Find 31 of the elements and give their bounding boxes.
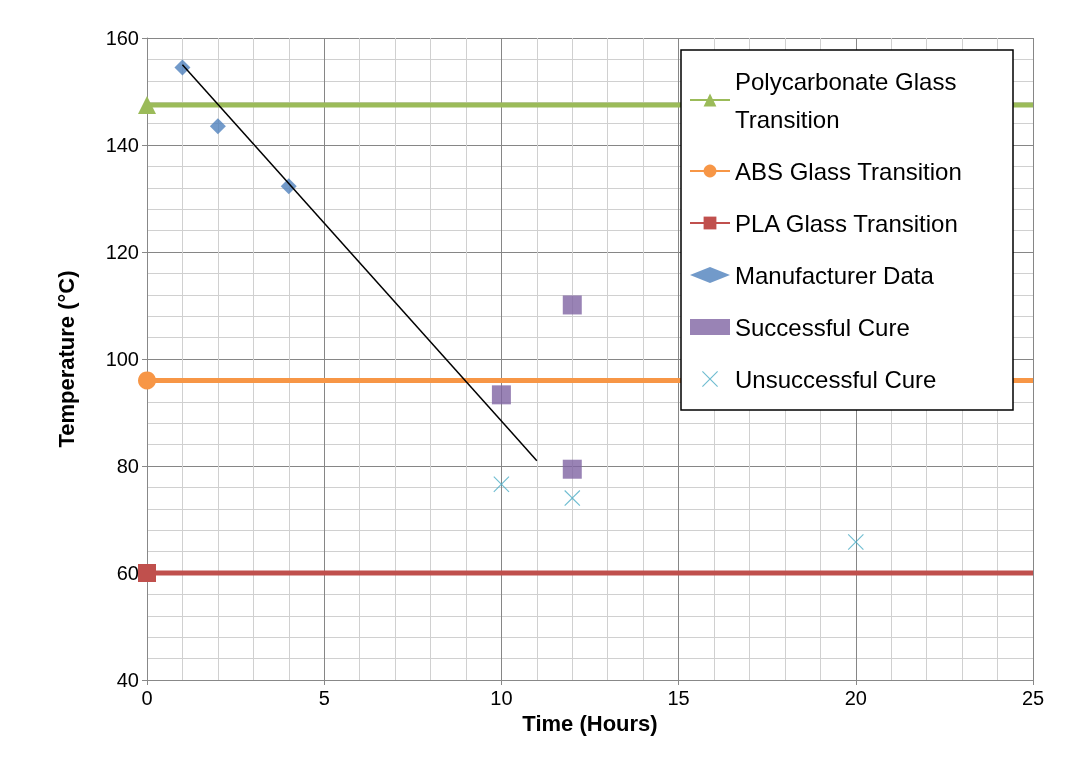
y-tick-label: 120: [105, 241, 139, 263]
point: [209, 118, 226, 135]
legend-label: Polycarbonate Glass Transition: [735, 67, 964, 133]
x-tick-label: 10: [490, 687, 513, 709]
y-tick-label: 100: [105, 348, 139, 370]
legend-label: ABS Glass Transition: [735, 157, 962, 185]
point: [174, 59, 191, 76]
legend-label: Manufacturer Data: [735, 261, 935, 289]
y-tick-label: 160: [105, 27, 139, 49]
legend-label: Unsuccessful Cure: [735, 365, 937, 393]
point: [491, 385, 511, 405]
x-tick-label: 20: [844, 687, 867, 709]
y-tick-label: 80: [116, 455, 139, 477]
point: [562, 295, 582, 315]
point: [138, 564, 156, 582]
y-tick-label: 140: [105, 134, 139, 156]
point: [138, 371, 156, 390]
x-tick-label: 15: [667, 687, 690, 709]
point: [564, 490, 581, 507]
x-tick-label: 5: [318, 687, 330, 709]
legend-label: PLA Glass Transition: [735, 209, 958, 237]
x-tick-label: 0: [141, 687, 153, 709]
x-tick-label: 25: [1021, 687, 1045, 709]
y-tick-label: 40: [116, 669, 139, 691]
point: [562, 459, 582, 479]
point: [493, 476, 510, 493]
point: [847, 533, 864, 550]
y-tick-label: 60: [116, 562, 139, 584]
x-axis-title: Time (Hours): [522, 711, 658, 737]
y-axis-title: Temperature (°C): [53, 270, 79, 448]
legend-label: Successful Cure: [735, 313, 910, 341]
